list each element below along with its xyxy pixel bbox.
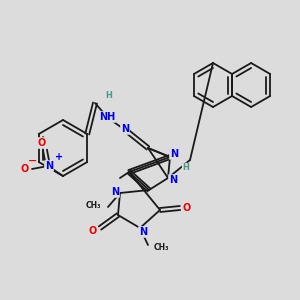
Text: H: H <box>106 91 112 100</box>
Text: H: H <box>183 164 189 172</box>
Text: O: O <box>21 164 29 174</box>
Text: N: N <box>169 175 177 185</box>
Text: O: O <box>183 203 191 213</box>
Text: CH₃: CH₃ <box>85 202 101 211</box>
Text: N: N <box>111 187 119 197</box>
Text: O: O <box>89 226 97 236</box>
Text: N: N <box>170 149 178 159</box>
Text: NH: NH <box>99 112 115 122</box>
Text: CH₃: CH₃ <box>154 244 170 253</box>
Text: N: N <box>45 161 53 171</box>
Text: N: N <box>139 227 147 237</box>
Text: N: N <box>121 124 129 134</box>
Text: −: − <box>28 156 38 166</box>
Text: O: O <box>38 138 46 148</box>
Text: +: + <box>55 152 63 162</box>
